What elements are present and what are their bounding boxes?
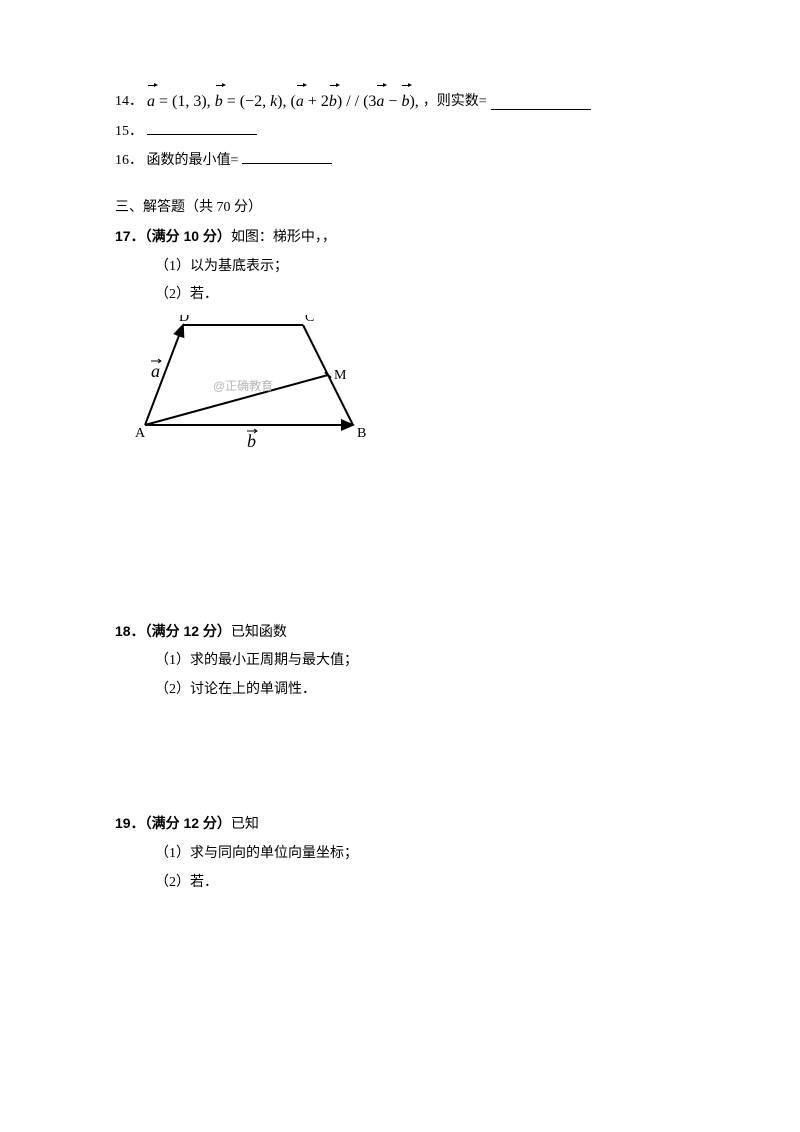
svg-text:B: B xyxy=(357,426,366,441)
question-15: 15． xyxy=(115,119,685,146)
q19-number: 19． xyxy=(115,815,145,831)
q18-number: 18． xyxy=(115,623,145,639)
q18-text: 已知函数 xyxy=(231,625,287,640)
q19-part1: （1）求与同向的单位向量坐标； xyxy=(115,841,685,868)
svg-text:b: b xyxy=(247,431,256,451)
q14-blank xyxy=(491,95,591,110)
question-19: 19．（满分 12 分）已知 xyxy=(115,810,685,839)
gap-1 xyxy=(115,476,685,616)
q16-text: 函数的最小值= xyxy=(147,153,239,168)
question-16: 16． 函数的最小值= xyxy=(115,148,685,175)
svg-text:@正确教育: @正确教育 xyxy=(213,378,273,393)
q17-text: 如图：梯形中，， xyxy=(231,230,336,245)
q17-part2: （2）若． xyxy=(115,282,685,309)
q14-number: 14． xyxy=(115,89,143,116)
gap-2 xyxy=(115,703,685,808)
q18-part1: （1）求的最小正周期与最大值； xyxy=(115,648,685,675)
q16-blank xyxy=(242,149,332,164)
svg-text:D: D xyxy=(179,315,189,325)
q19-head: （满分 12 分） xyxy=(145,815,231,831)
q15-blank xyxy=(147,120,257,135)
q14-text: ，则实数= xyxy=(423,89,487,116)
svg-text:A: A xyxy=(135,426,146,441)
svg-text:M: M xyxy=(334,368,347,383)
q17-part1: （1）以为基底表示； xyxy=(115,254,685,281)
q17-head: （满分 10 分） xyxy=(145,228,231,244)
q19-part2: （2）若． xyxy=(115,870,685,897)
page: 14． a = (1, 3), b = (−2, k), (a + 2b) / … xyxy=(0,0,800,946)
section-3-title: 三、解答题（共 70 分） xyxy=(115,195,685,222)
q16-number: 16． xyxy=(115,148,143,175)
q19-text: 已知 xyxy=(231,817,259,832)
q18-part2: （2）讨论在上的单调性． xyxy=(115,677,685,704)
question-14: 14． a = (1, 3), b = (−2, k), (a + 2b) / … xyxy=(115,87,685,117)
question-17: 17．（满分 10 分）如图：梯形中，， xyxy=(115,223,685,252)
q17-number: 17． xyxy=(115,228,145,244)
trapezoid-figure: A B C D Ma b @正确教育 xyxy=(115,309,685,476)
question-18: 18．（满分 12 分）已知函数 xyxy=(115,618,685,647)
trapezoid-svg: A B C D Ma b @正确教育 xyxy=(135,315,375,465)
q18-head: （满分 12 分） xyxy=(145,623,231,639)
q14-math: a = (1, 3), b = (−2, k), (a + 2b) / / (3… xyxy=(147,87,419,117)
q15-number: 15． xyxy=(115,119,143,146)
svg-text:a: a xyxy=(151,361,160,381)
svg-text:C: C xyxy=(305,315,314,325)
